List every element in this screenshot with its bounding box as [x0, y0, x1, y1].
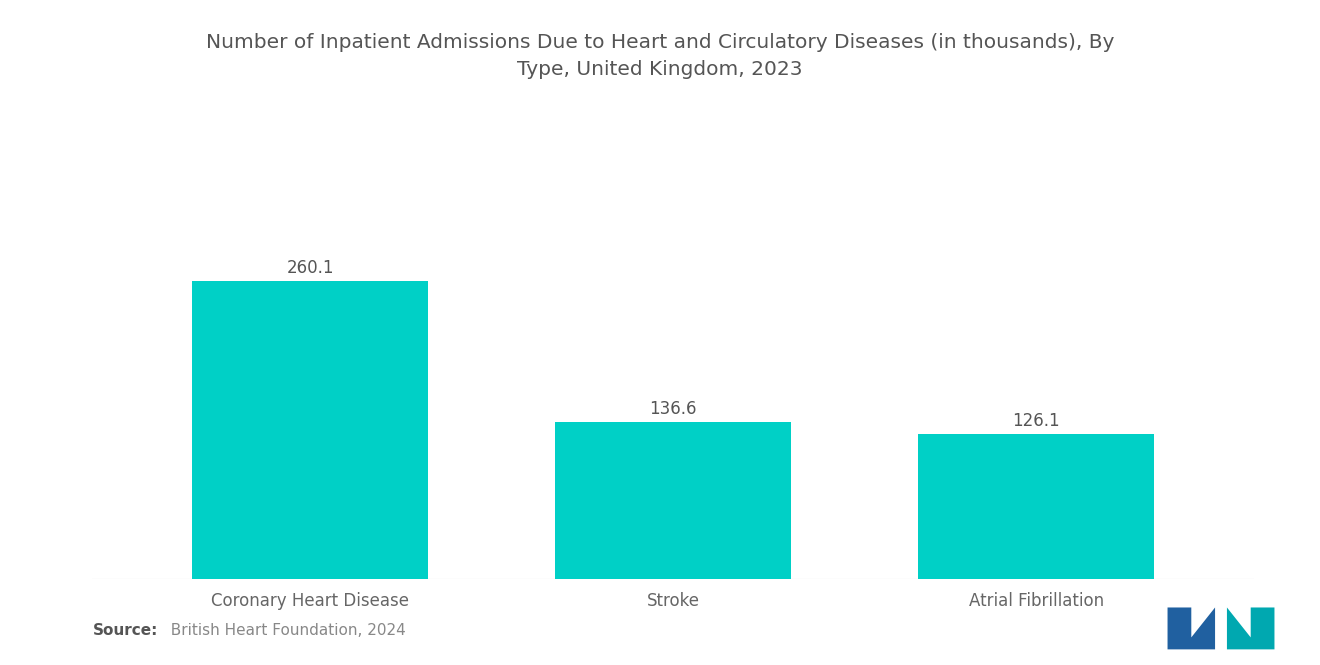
Text: 260.1: 260.1 [286, 259, 334, 277]
Text: Number of Inpatient Admissions Due to Heart and Circulatory Diseases (in thousan: Number of Inpatient Admissions Due to He… [206, 33, 1114, 78]
Text: 126.1: 126.1 [1012, 412, 1060, 430]
Polygon shape [1226, 608, 1274, 649]
Polygon shape [1167, 608, 1214, 649]
Bar [193, 281, 428, 579]
Bar [556, 422, 791, 579]
Bar [919, 434, 1154, 579]
Text: British Heart Foundation, 2024: British Heart Foundation, 2024 [161, 623, 405, 638]
Text: 136.6: 136.6 [649, 400, 697, 418]
Text: Source:: Source: [92, 623, 158, 638]
